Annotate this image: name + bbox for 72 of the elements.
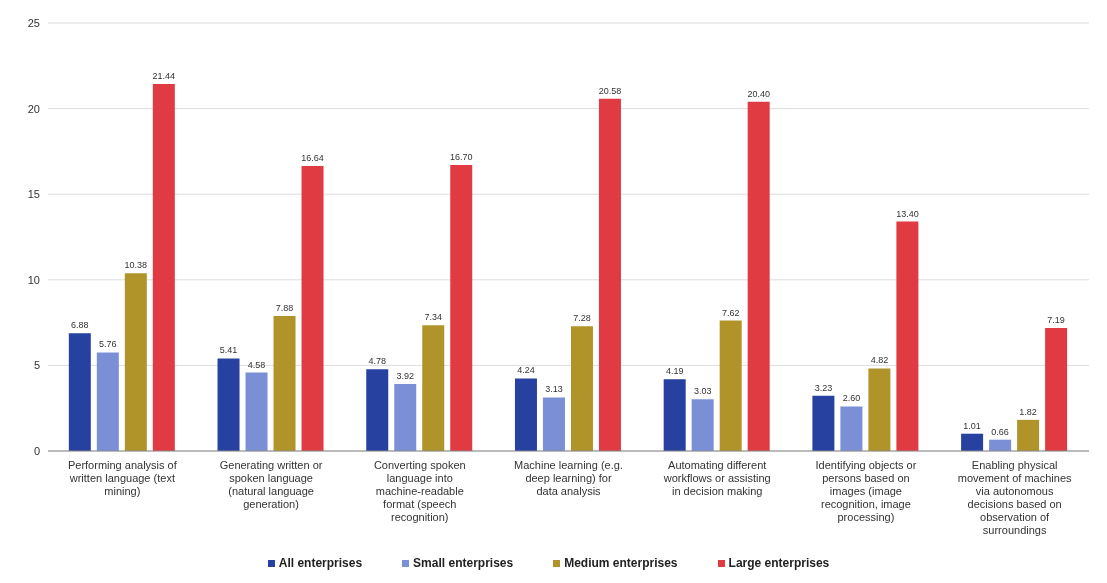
bar xyxy=(394,383,417,451)
y-tick-label: 0 xyxy=(33,444,40,457)
data-label: 7.34 xyxy=(424,312,443,323)
data-label: 4.82 xyxy=(870,355,889,366)
data-label: 5.76 xyxy=(99,339,117,350)
data-label: 4.24 xyxy=(517,365,535,376)
data-label: 3.23 xyxy=(814,382,833,393)
bar xyxy=(245,372,268,451)
data-label: 20.58 xyxy=(598,85,622,96)
x-tick-label: Automating different workflows or assisting in decision making xyxy=(662,459,771,497)
bar xyxy=(542,397,565,451)
data-label: 13.40 xyxy=(896,208,919,219)
bar xyxy=(961,433,984,451)
data-label: 7.28 xyxy=(573,313,591,324)
x-tick-label: Enabling physical movement of machines via autonomous decisions based on observation of surroundings xyxy=(957,459,1072,536)
data-label: 7.88 xyxy=(275,303,294,314)
x-tick-label: Converting spoken language into machine-readable format (speech recognition) xyxy=(373,459,466,523)
bar xyxy=(747,101,770,451)
bar xyxy=(598,98,621,451)
y-tick-label: 15 xyxy=(27,188,40,201)
x-tick-label: Performing analysis of written language (text mining) xyxy=(67,459,178,497)
data-label: 2.60 xyxy=(842,393,861,404)
bar xyxy=(663,379,686,451)
legend-label: Medium enterprises xyxy=(563,556,678,570)
bar xyxy=(96,352,119,451)
bar xyxy=(450,165,473,451)
bar xyxy=(840,406,863,451)
data-label: 20.40 xyxy=(747,88,770,99)
data-label: 16.64 xyxy=(301,153,324,164)
data-label: 5.41 xyxy=(219,345,238,356)
bar xyxy=(812,395,835,451)
bar xyxy=(1045,327,1068,451)
bar xyxy=(1017,419,1040,451)
x-tick-label: Generating written or spoken language (natural language generation) xyxy=(219,459,323,510)
y-tick-label: 20 xyxy=(27,102,40,115)
bar xyxy=(301,166,324,451)
data-label: 3.03 xyxy=(693,386,712,397)
bar xyxy=(868,368,891,451)
data-label: 21.44 xyxy=(152,70,176,81)
bar xyxy=(896,221,919,451)
legend-label: Large enterprises xyxy=(727,556,830,570)
x-tick-label: Identifying objects or persons based on images (image recognition, image processing) xyxy=(815,459,917,523)
data-label: 7.62 xyxy=(721,307,740,318)
data-label: 1.82 xyxy=(1019,406,1037,417)
data-label: 1.01 xyxy=(963,420,981,431)
y-tick-label: 10 xyxy=(27,273,40,286)
data-label: 0.66 xyxy=(991,426,1009,437)
bar xyxy=(514,378,537,451)
data-label: 4.19 xyxy=(665,366,684,377)
legend-label: All enterprises xyxy=(277,556,363,570)
data-label: 6.88 xyxy=(71,320,89,331)
data-label: 4.78 xyxy=(368,356,387,367)
x-tick-label: Machine learning (e.g. deep learning) for data analysis xyxy=(514,459,623,497)
bar xyxy=(68,333,91,451)
bar xyxy=(152,83,175,451)
data-label: 4.58 xyxy=(247,359,266,370)
bar xyxy=(273,316,296,451)
data-label: 16.70 xyxy=(449,152,473,163)
bar xyxy=(366,369,389,451)
bar xyxy=(217,358,240,451)
bar xyxy=(124,273,147,451)
bar xyxy=(719,320,742,451)
y-tick-label: 5 xyxy=(33,359,40,372)
data-label: 3.92 xyxy=(396,370,415,381)
bar xyxy=(691,399,714,451)
bar xyxy=(422,325,445,451)
y-tick-label: 25 xyxy=(27,16,40,29)
data-label: 7.19 xyxy=(1047,314,1065,325)
data-label: 10.38 xyxy=(124,260,148,271)
bar xyxy=(570,326,593,451)
data-label: 3.13 xyxy=(545,384,563,395)
legend-label: Small enterprises xyxy=(412,556,514,570)
